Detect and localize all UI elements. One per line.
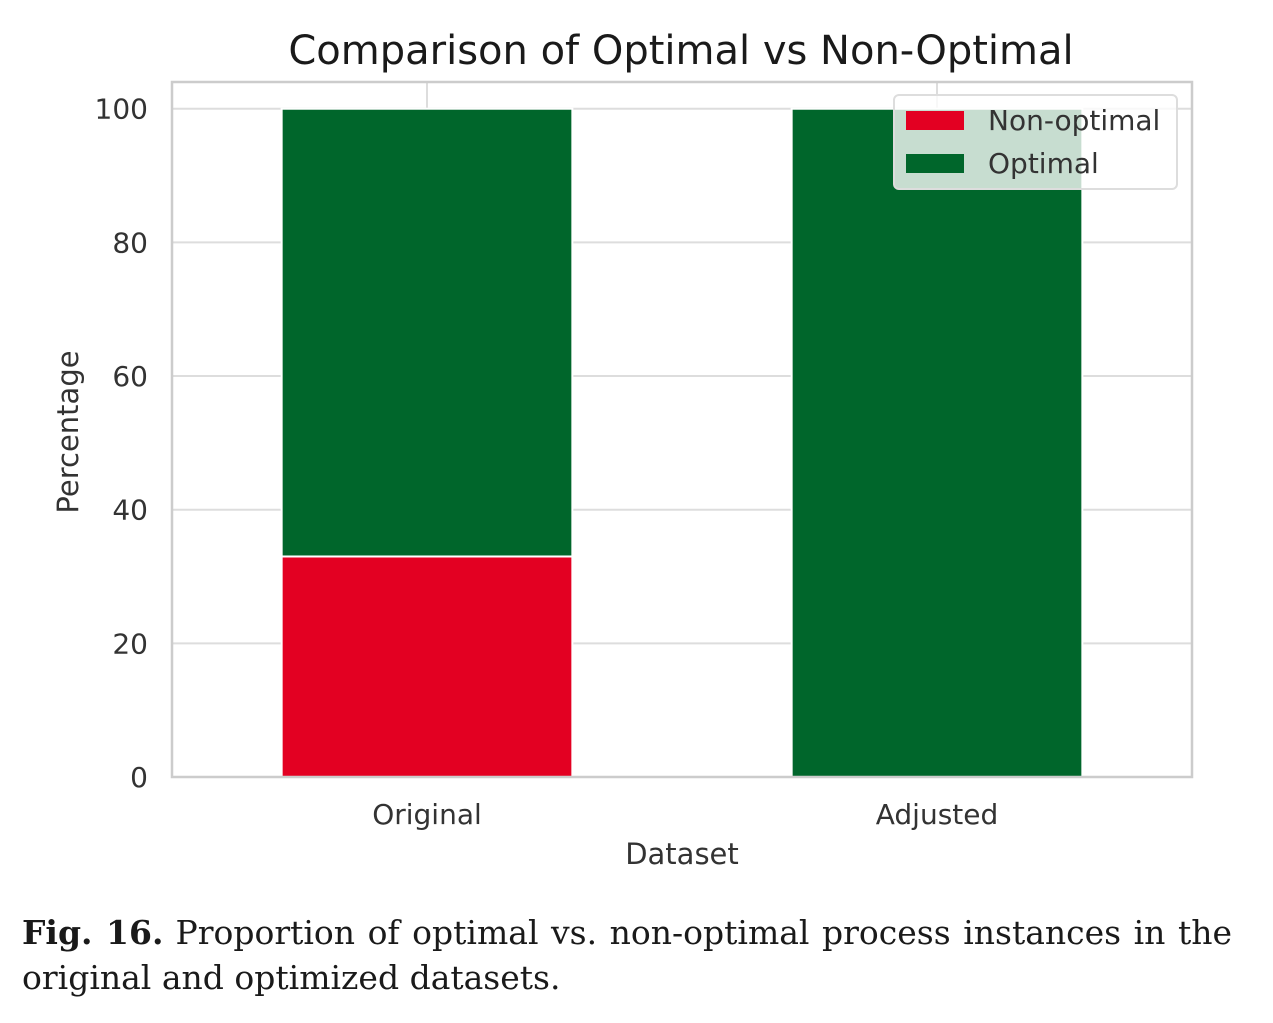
x-axis-label: Dataset xyxy=(625,837,739,871)
y-axis-label: Percentage xyxy=(51,350,85,513)
legend-label: Non-optimal xyxy=(988,104,1160,137)
caption-text: Proportion of optimal vs. non-optimal pr… xyxy=(22,913,1232,997)
legend: Non-optimal Optimal xyxy=(893,94,1178,190)
figure-caption: Fig. 16. Proportion of optimal vs. non-op… xyxy=(22,910,1232,1000)
x-tick-label: Adjusted xyxy=(876,798,999,831)
chart-title: Comparison of Optimal vs Non-Optimal xyxy=(288,28,1073,74)
y-tick-label: 60 xyxy=(112,360,148,393)
stacked-bar-chart: Comparison of Optimal vs Non-Optimal 0 20… xyxy=(51,28,1194,871)
legend-swatch xyxy=(906,111,964,130)
bar-optimal-original xyxy=(280,107,574,558)
y-tick-label: 0 xyxy=(130,761,148,794)
y-tick-label: 100 xyxy=(95,93,148,126)
x-tick-label: Original xyxy=(372,798,482,831)
x-tick-labels: Original Adjusted xyxy=(372,798,998,831)
bars xyxy=(280,107,1084,778)
legend-label: Optimal xyxy=(988,147,1099,180)
legend-box xyxy=(893,94,1178,190)
y-tick-labels: 0 20 40 60 80 100 xyxy=(95,93,148,794)
legend-swatch xyxy=(906,154,964,173)
plot-frame xyxy=(170,80,1194,779)
caption-label: Fig. 16. xyxy=(22,913,164,952)
y-tick-label: 80 xyxy=(112,226,148,259)
bar-optimal-adjusted xyxy=(790,107,1084,778)
y-tick-label: 40 xyxy=(112,494,148,527)
figure: Comparison of Optimal vs Non-Optimal 0 20… xyxy=(51,28,1194,871)
y-tick-label: 20 xyxy=(112,627,148,660)
bar-non-optimal-original xyxy=(280,555,574,778)
